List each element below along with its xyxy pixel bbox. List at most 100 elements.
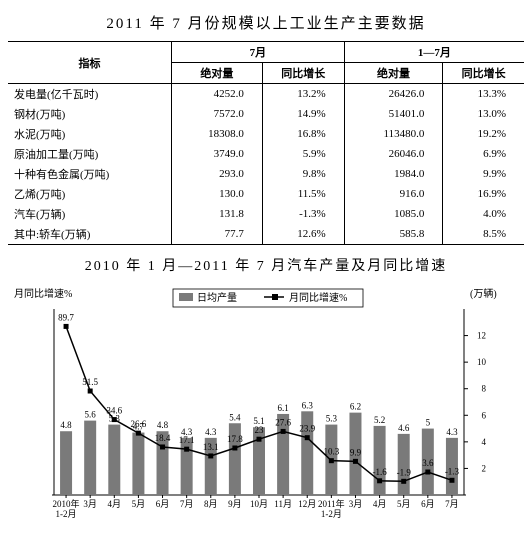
line-marker	[281, 429, 286, 434]
data-table: 指标 7月 1—7月 绝对量 同比增长 绝对量 同比增长 发电量(亿千瓦时)42…	[8, 41, 524, 245]
table-cell: 7572.0	[172, 104, 263, 124]
table-cell: -1.3%	[262, 204, 344, 224]
col-yoy-2: 同比增长	[443, 63, 524, 84]
line-value: 34.6	[106, 406, 122, 416]
table-cell: 11.5%	[262, 184, 344, 204]
x-tick: 12月	[298, 499, 316, 509]
x-tick: 2011年	[318, 498, 345, 509]
x-tick: 1-2月	[56, 509, 77, 519]
legend-bar-icon	[179, 293, 193, 301]
line-value: 13.1	[203, 442, 219, 452]
bar-value: 4.8	[157, 420, 169, 430]
col-jan-july: 1—7月	[344, 42, 524, 63]
line-value: 23	[255, 425, 265, 435]
x-tick: 1-2月	[321, 509, 342, 519]
table-cell: 13.0%	[443, 104, 524, 124]
table-row-label: 十种有色金属(万吨)	[8, 164, 172, 184]
bar	[84, 421, 96, 495]
line-marker	[329, 458, 334, 463]
bar-value: 5	[426, 418, 431, 428]
table-row-label: 汽车(万辆)	[8, 204, 172, 224]
table-cell: 113480.0	[344, 124, 443, 144]
right-axis-title: (万辆)	[470, 287, 497, 300]
x-tick: 6月	[421, 499, 435, 509]
line-marker	[208, 453, 213, 458]
table-cell: 6.9%	[443, 144, 524, 164]
line-value: 10.3	[323, 447, 339, 457]
left-axis-title: 月同比增速%	[14, 287, 72, 300]
bar	[398, 434, 410, 495]
table-cell: 13.3%	[443, 84, 524, 105]
table-cell: 9.9%	[443, 164, 524, 184]
line-value: 3.6	[422, 458, 434, 468]
bar-value: 6.2	[350, 402, 361, 412]
table-title: 2011 年 7 月份规模以上工业生产主要数据	[8, 12, 524, 33]
table-cell: 130.0	[172, 184, 263, 204]
bar-value: 5.4	[229, 412, 241, 422]
table-row-label: 水泥(万吨)	[8, 124, 172, 144]
table-cell: 8.5%	[443, 224, 524, 245]
table-cell: 1085.0	[344, 204, 443, 224]
table-cell: 3749.0	[172, 144, 263, 164]
line-marker	[377, 478, 382, 483]
x-tick: 5月	[132, 499, 146, 509]
line-value: 18.4	[155, 433, 171, 443]
line-value: 9.9	[350, 447, 362, 457]
table-cell: 77.7	[172, 224, 263, 245]
bar-value: 5.6	[85, 410, 97, 420]
chart-title: 2010 年 1 月—2011 年 7 月汽车产量及月同比增速	[8, 255, 524, 275]
table-row-label: 乙烯(万吨)	[8, 184, 172, 204]
line-marker	[112, 417, 117, 422]
table-cell: 12.6%	[262, 224, 344, 245]
right-tick: 4	[482, 437, 487, 447]
x-tick: 7月	[445, 499, 459, 509]
line-value: 27.6	[275, 417, 291, 427]
bar-value: 4.6	[398, 423, 410, 433]
line-value: -1.9	[397, 467, 412, 477]
table-cell: 5.9%	[262, 144, 344, 164]
legend-line-label: 月同比增速%	[289, 291, 347, 304]
table-row-label: 发电量(亿千瓦时)	[8, 84, 172, 105]
right-tick: 12	[477, 331, 486, 341]
bar	[108, 425, 120, 495]
line-marker	[184, 447, 189, 452]
bar-value: 4.8	[60, 420, 72, 430]
line-value: 51.5	[82, 377, 98, 387]
x-tick: 4月	[108, 499, 122, 509]
table-row-label: 钢材(万吨)	[8, 104, 172, 124]
right-tick: 8	[482, 384, 487, 394]
line-value: 23.9	[299, 424, 315, 434]
table-cell: 9.8%	[262, 164, 344, 184]
bar-value: 6.3	[302, 400, 314, 410]
x-tick: 11月	[274, 499, 292, 509]
col-abs-1: 绝对量	[172, 63, 263, 84]
bar-value: 6.1	[277, 403, 288, 413]
line-value: 17.8	[227, 434, 243, 444]
line-marker	[305, 435, 310, 440]
x-tick: 9月	[228, 499, 242, 509]
line-value: 89.7	[58, 312, 74, 322]
x-tick: 8月	[204, 499, 218, 509]
table-cell: 13.2%	[262, 84, 344, 105]
col-yoy-1: 同比增长	[262, 63, 344, 84]
line-marker	[449, 478, 454, 483]
table-cell: 16.8%	[262, 124, 344, 144]
line-marker	[425, 470, 430, 475]
x-tick: 7月	[180, 499, 194, 509]
right-tick: 6	[482, 410, 487, 420]
table-cell: 18308.0	[172, 124, 263, 144]
table-cell: 26426.0	[344, 84, 443, 105]
table-cell: 131.8	[172, 204, 263, 224]
table-row-label: 其中:轿车(万辆)	[8, 224, 172, 245]
line-marker	[257, 437, 262, 442]
table-cell: 916.0	[344, 184, 443, 204]
line-marker	[88, 389, 93, 394]
line-value: -1.6	[372, 467, 387, 477]
bar	[374, 426, 386, 495]
line-value: 17.1	[179, 435, 195, 445]
col-indicator: 指标	[8, 42, 172, 84]
line-marker	[353, 459, 358, 464]
x-tick: 2010年	[53, 498, 80, 509]
table-cell: 26046.0	[344, 144, 443, 164]
table-row-label: 原油加工量(万吨)	[8, 144, 172, 164]
